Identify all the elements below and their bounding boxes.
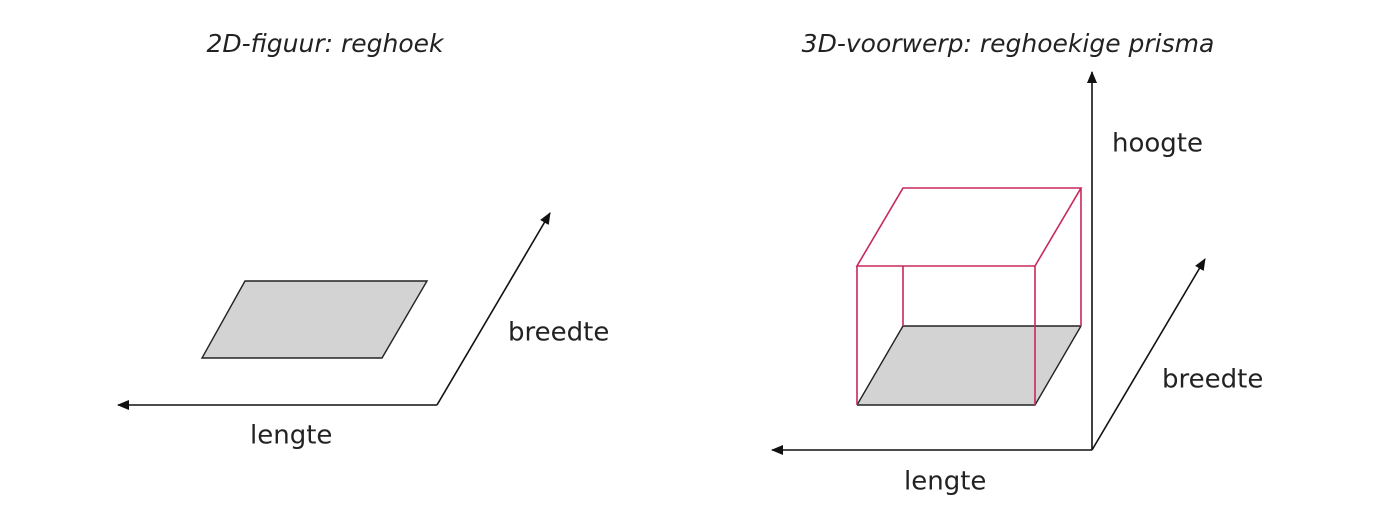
panel-title: 2D-figuur: reghoek: [206, 29, 445, 58]
rectangle: [200, 280, 429, 359]
width-axis: [436, 212, 551, 406]
panel-title: 3D-voorwerp: reghoekige prisma: [802, 29, 1215, 58]
width-label: breedte: [1162, 365, 1263, 395]
length-label: lengte: [250, 421, 332, 451]
width-axis: [1091, 258, 1206, 451]
prism-edges: [856, 188, 1082, 405]
height-label: hoogte: [1112, 129, 1203, 159]
width-label: breedte: [508, 318, 609, 348]
prism-base: [857, 326, 1081, 405]
length-label: lengte: [904, 467, 986, 497]
prism-top: [855, 187, 1083, 267]
